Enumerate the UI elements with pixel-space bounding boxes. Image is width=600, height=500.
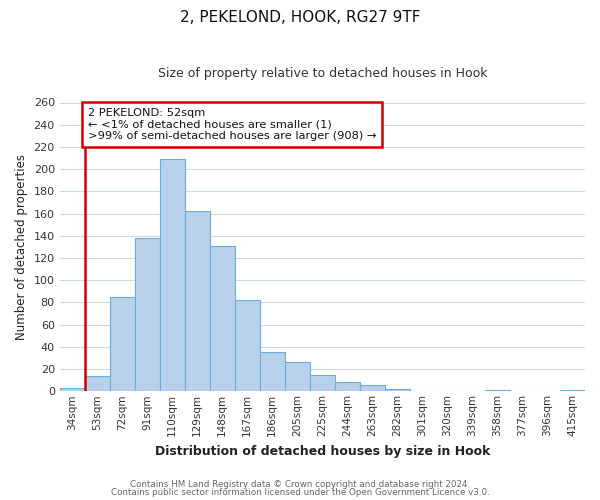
Bar <box>235 300 260 392</box>
Bar <box>385 389 410 392</box>
Bar <box>59 388 85 392</box>
Text: Contains HM Land Registry data © Crown copyright and database right 2024.: Contains HM Land Registry data © Crown c… <box>130 480 470 489</box>
Bar <box>110 297 135 392</box>
X-axis label: Distribution of detached houses by size in Hook: Distribution of detached houses by size … <box>155 444 490 458</box>
Bar <box>85 376 110 392</box>
Text: Contains public sector information licensed under the Open Government Licence v3: Contains public sector information licen… <box>110 488 490 497</box>
Bar <box>335 382 360 392</box>
Bar <box>135 238 160 392</box>
Bar <box>285 362 310 392</box>
Bar <box>560 390 585 392</box>
Bar <box>310 374 335 392</box>
Bar <box>360 384 385 392</box>
Text: 2 PEKELOND: 52sqm
← <1% of detached houses are smaller (1)
>99% of semi-detached: 2 PEKELOND: 52sqm ← <1% of detached hous… <box>88 108 376 142</box>
Bar <box>160 159 185 392</box>
Bar <box>185 212 210 392</box>
Bar <box>260 352 285 392</box>
Bar <box>485 390 510 392</box>
Y-axis label: Number of detached properties: Number of detached properties <box>15 154 28 340</box>
Bar <box>210 246 235 392</box>
Title: Size of property relative to detached houses in Hook: Size of property relative to detached ho… <box>158 68 487 80</box>
Text: 2, PEKELOND, HOOK, RG27 9TF: 2, PEKELOND, HOOK, RG27 9TF <box>180 10 420 25</box>
